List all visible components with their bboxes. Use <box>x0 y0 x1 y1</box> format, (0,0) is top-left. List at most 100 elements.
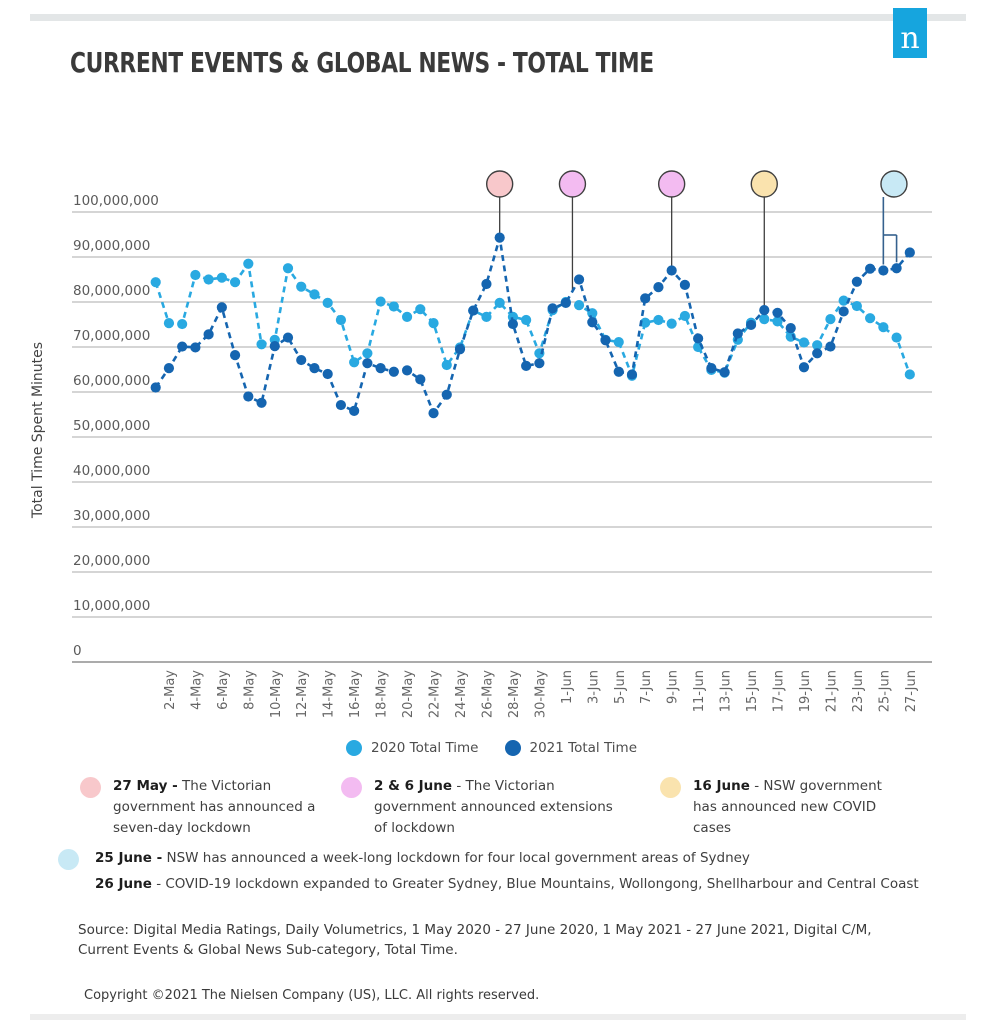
data-point <box>666 265 677 276</box>
data-point <box>547 303 558 314</box>
line-chart: 0 10,000,000 20,000,000 30,000,000 40,000,00… <box>72 170 932 718</box>
event-text: 16 June - NSW government has announced n… <box>693 778 882 836</box>
data-point <box>798 337 810 348</box>
data-point <box>454 344 466 355</box>
data-point <box>468 305 479 316</box>
data-point <box>428 318 439 329</box>
data-point <box>296 281 307 292</box>
data-point <box>904 247 915 258</box>
page-title: CURRENT EVENTS & GLOBAL NEWS - TOTAL TIM… <box>70 46 654 79</box>
data-point <box>203 329 214 340</box>
x-tick-label: 19-Jun <box>798 670 813 712</box>
data-point <box>904 369 915 380</box>
data-point <box>441 359 452 371</box>
data-point <box>759 314 770 325</box>
data-point <box>494 232 505 243</box>
data-point <box>679 310 691 322</box>
data-point <box>878 322 889 333</box>
series-line-2020-total-time <box>154 262 912 378</box>
data-point <box>322 297 333 308</box>
event-note-2-6-june: 2 & 6 June - The Victorian government an… <box>341 776 621 839</box>
legend-dot-2020 <box>345 740 362 756</box>
data-point <box>243 258 254 269</box>
data-point <box>772 307 783 318</box>
annotation-circle-2-6-june <box>558 170 587 198</box>
x-tick-label: 12-May <box>295 670 310 718</box>
data-point <box>653 314 664 326</box>
data-point <box>229 277 241 288</box>
x-tick-label: 5-Jun <box>613 670 628 704</box>
data-point <box>335 399 347 411</box>
x-tick-label: 14-May <box>322 670 337 718</box>
x-tick-label: 18-May <box>375 670 390 718</box>
data-point <box>865 313 876 324</box>
data-point <box>163 363 175 374</box>
data-point <box>640 317 651 328</box>
x-tick-label: 24-May <box>454 670 469 718</box>
data-point <box>534 358 545 369</box>
x-tick-label: 7-Jun <box>639 670 654 704</box>
data-point <box>441 389 452 400</box>
x-tick-label: 2-May <box>163 670 178 710</box>
x-tick-label: 8-May <box>242 670 257 710</box>
data-point <box>401 311 413 322</box>
data-point <box>401 365 413 376</box>
data-point <box>150 277 161 288</box>
nielsen-logo: n <box>893 8 927 58</box>
data-point <box>560 297 571 308</box>
data-point <box>666 318 677 329</box>
data-point <box>415 374 426 385</box>
x-tick-label: 1-Jun <box>560 670 575 704</box>
data-point <box>706 363 717 374</box>
y-tick-label: 70,000,000 <box>73 328 150 344</box>
data-point <box>216 272 227 283</box>
y-tick-label: 0 <box>73 643 82 659</box>
data-point <box>825 314 836 325</box>
x-tick-label: 15-Jun <box>745 670 760 712</box>
copyright-note: Copyright ©2021 The Nielsen Company (US)… <box>84 988 540 1003</box>
data-point <box>190 342 201 353</box>
event-bullet-yellow <box>660 777 681 798</box>
data-point <box>507 318 519 330</box>
data-point <box>851 300 862 312</box>
data-point <box>177 318 188 330</box>
x-tick-label: 17-Jun <box>772 670 787 712</box>
data-point <box>243 391 254 402</box>
bottom-divider-bar <box>30 1014 966 1020</box>
x-tick-label: 13-Jun <box>719 670 734 712</box>
x-tick-label: 28-May <box>507 670 522 718</box>
y-tick-label: 40,000,000 <box>73 463 150 479</box>
annotation-circle-27-may <box>485 170 514 198</box>
data-point <box>415 304 426 315</box>
y-tick-label: 50,000,000 <box>73 418 150 434</box>
data-point <box>375 363 386 374</box>
data-point <box>891 263 902 274</box>
x-tick-label: 6-May <box>216 670 231 710</box>
x-tick-label: 27-Jun <box>904 670 919 712</box>
data-point <box>229 350 241 361</box>
data-point <box>282 332 294 343</box>
legend-dot-2021 <box>504 740 521 756</box>
data-point <box>507 311 519 322</box>
data-point <box>309 363 320 374</box>
source-note: Source: Digital Media Ratings, Daily Vol… <box>78 922 872 959</box>
data-point <box>798 362 810 373</box>
legend-item-2020: 2020 Total Time <box>345 740 479 756</box>
data-point <box>587 317 598 328</box>
data-point <box>785 323 796 334</box>
data-point <box>349 357 360 368</box>
data-point <box>573 274 585 285</box>
data-point <box>216 302 227 313</box>
y-tick-label: 60,000,000 <box>73 373 150 389</box>
data-point <box>256 397 267 408</box>
y-tick-label: 10,000,000 <box>73 598 150 614</box>
data-point <box>719 367 730 378</box>
event-bullet-pink <box>80 777 101 798</box>
annotation-circle-2-6-june <box>657 170 686 198</box>
data-point <box>851 276 862 287</box>
data-point <box>362 358 373 369</box>
series-line-2021-total-time <box>154 236 911 415</box>
y-tick-label: 100,000,000 <box>73 193 159 209</box>
annotation-circle-25-26-june <box>880 170 908 198</box>
data-point <box>309 289 320 300</box>
